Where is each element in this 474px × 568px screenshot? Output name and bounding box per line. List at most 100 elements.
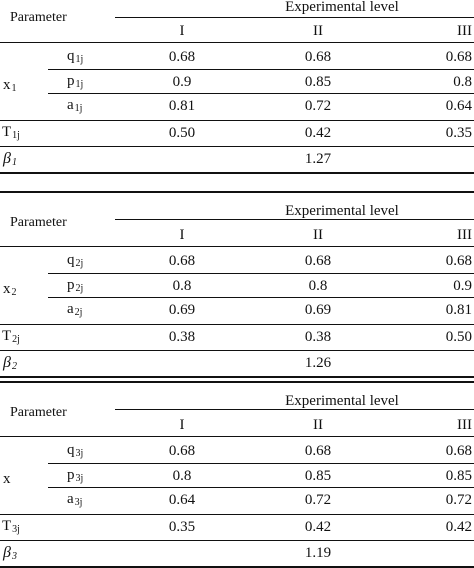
param-row-value: 0.72 bbox=[304, 98, 332, 114]
param-row-value: 0.69 bbox=[168, 302, 196, 318]
level-label-1: I bbox=[179, 227, 185, 243]
param-row-symbol-subscript: 1j bbox=[75, 54, 84, 65]
param-row-symbol: q2j bbox=[67, 253, 83, 269]
t-row-value: 0.42 bbox=[304, 124, 332, 141]
t-row-symbol: T2j bbox=[2, 327, 20, 345]
experimental-level-header: Experimental level bbox=[285, 393, 399, 409]
t-row-symbol-symbol: T bbox=[2, 517, 12, 534]
table-bottom-rule bbox=[0, 375, 474, 378]
param-row-symbol-symbol: p bbox=[67, 72, 75, 89]
level-label-3: III bbox=[457, 417, 472, 433]
header-partial-rule bbox=[115, 409, 474, 410]
t-row-symbol-subscript: 2j bbox=[12, 333, 20, 345]
beta-symbol-subscript: 1 bbox=[11, 156, 17, 168]
experimental-level-header: Experimental level bbox=[285, 203, 399, 219]
t-row-symbol-symbol: T bbox=[2, 327, 12, 344]
t-row-value: 0.35 bbox=[168, 518, 196, 535]
param-row-symbol-symbol: q bbox=[67, 48, 75, 64]
row-divider bbox=[48, 487, 474, 488]
variable-label-symbol: x bbox=[3, 471, 11, 487]
header-partial-rule bbox=[115, 17, 474, 18]
param-row-value: 0.8 bbox=[453, 73, 472, 90]
t-row-bottom-rule bbox=[0, 539, 474, 541]
param-row-symbol: p1j bbox=[67, 72, 84, 90]
level-label-2: II bbox=[313, 227, 323, 243]
param-row-symbol-subscript: 2j bbox=[75, 282, 84, 294]
level-label-1: I bbox=[179, 417, 185, 433]
param-row-value: 0.68 bbox=[445, 443, 472, 459]
variable-label-symbol: x bbox=[3, 281, 11, 297]
t-row-bottom-rule bbox=[0, 145, 474, 147]
rows-bottom-rule bbox=[0, 119, 474, 121]
row-divider bbox=[48, 93, 474, 94]
param-row-symbol-subscript: 2j bbox=[74, 307, 83, 318]
parameter-header: Parameter bbox=[10, 10, 67, 25]
level-label-2: II bbox=[313, 23, 323, 39]
param-row-value: 0.68 bbox=[168, 253, 196, 269]
param-row-value: 0.81 bbox=[168, 98, 196, 114]
row-divider bbox=[48, 68, 474, 70]
experimental-level-header: Experimental level bbox=[285, 0, 399, 15]
t-row-value: 0.42 bbox=[304, 518, 332, 535]
beta-symbol-symbol: β bbox=[3, 543, 11, 561]
param-row-value: 0.68 bbox=[304, 253, 332, 269]
param-row-symbol: p2j bbox=[67, 276, 84, 294]
beta-symbol-symbol: β bbox=[3, 149, 11, 167]
param-row-value: 0.8 bbox=[172, 467, 192, 484]
param-row-symbol-symbol: a bbox=[67, 301, 74, 317]
param-row-value: 0.9 bbox=[453, 277, 472, 294]
param-row-symbol-symbol: a bbox=[67, 97, 74, 113]
table-top-rule bbox=[0, 381, 474, 383]
param-row-symbol-symbol: q bbox=[67, 442, 75, 458]
param-row-symbol: a1j bbox=[67, 98, 82, 114]
param-row-value: 0.85 bbox=[304, 467, 332, 484]
beta-symbol: β3 bbox=[3, 543, 17, 562]
param-row-symbol-subscript: 2j bbox=[75, 258, 84, 269]
param-row-value: 0.68 bbox=[304, 49, 332, 65]
param-row-value: 0.8 bbox=[308, 277, 328, 294]
beta-symbol-subscript: 3 bbox=[11, 550, 17, 562]
param-row-symbol: a2j bbox=[67, 302, 82, 318]
t-row-bottom-rule bbox=[0, 349, 474, 351]
param-row-symbol-symbol: p bbox=[67, 276, 75, 293]
level-label-3: III bbox=[457, 23, 472, 39]
param-row-symbol: a3j bbox=[67, 492, 82, 508]
param-row-value: 0.68 bbox=[445, 49, 472, 65]
beta-symbol-subscript: 2 bbox=[11, 360, 17, 372]
parameter-header: Parameter bbox=[10, 215, 67, 230]
header-bottom-rule bbox=[0, 42, 474, 43]
header-bottom-rule bbox=[0, 436, 474, 437]
row-divider bbox=[48, 462, 474, 464]
param-row-symbol-subscript: 3j bbox=[75, 472, 84, 484]
param-row-symbol: q3j bbox=[67, 443, 83, 459]
table-top-rule bbox=[0, 191, 474, 193]
param-row-symbol-symbol: q bbox=[67, 252, 75, 268]
row-divider bbox=[48, 272, 474, 274]
param-row-value: 0.9 bbox=[172, 73, 192, 90]
t-row-value: 0.50 bbox=[445, 328, 472, 345]
beta-value: 1.19 bbox=[304, 544, 332, 561]
variable-label-symbol: x bbox=[3, 77, 11, 93]
t-row-symbol: T3j bbox=[2, 517, 20, 535]
param-row-value: 0.68 bbox=[445, 253, 472, 269]
variable-label: x2 bbox=[3, 282, 17, 298]
variable-label: x bbox=[3, 472, 11, 487]
param-row-value: 0.64 bbox=[445, 98, 472, 114]
rows-bottom-rule bbox=[0, 513, 474, 515]
param-row-symbol-subscript: 1j bbox=[75, 78, 84, 90]
variable-label: x1 bbox=[3, 78, 17, 94]
param-row-symbol: p3j bbox=[67, 467, 84, 484]
param-row-symbol-symbol: a bbox=[67, 491, 74, 507]
level-label-1: I bbox=[179, 23, 185, 39]
variable-label-subscript: 1 bbox=[11, 83, 17, 94]
param-row-value: 0.68 bbox=[304, 443, 332, 459]
beta-value: 1.27 bbox=[304, 150, 332, 167]
param-row-symbol-subscript: 3j bbox=[75, 448, 84, 459]
level-label-3: III bbox=[457, 227, 472, 243]
header-bottom-rule bbox=[0, 246, 474, 247]
param-row-value: 0.81 bbox=[445, 302, 472, 318]
variable-label-subscript: 2 bbox=[11, 287, 17, 298]
header-partial-rule bbox=[115, 219, 474, 220]
t-row-value: 0.35 bbox=[445, 124, 472, 141]
t-row-value: 0.38 bbox=[168, 328, 196, 345]
